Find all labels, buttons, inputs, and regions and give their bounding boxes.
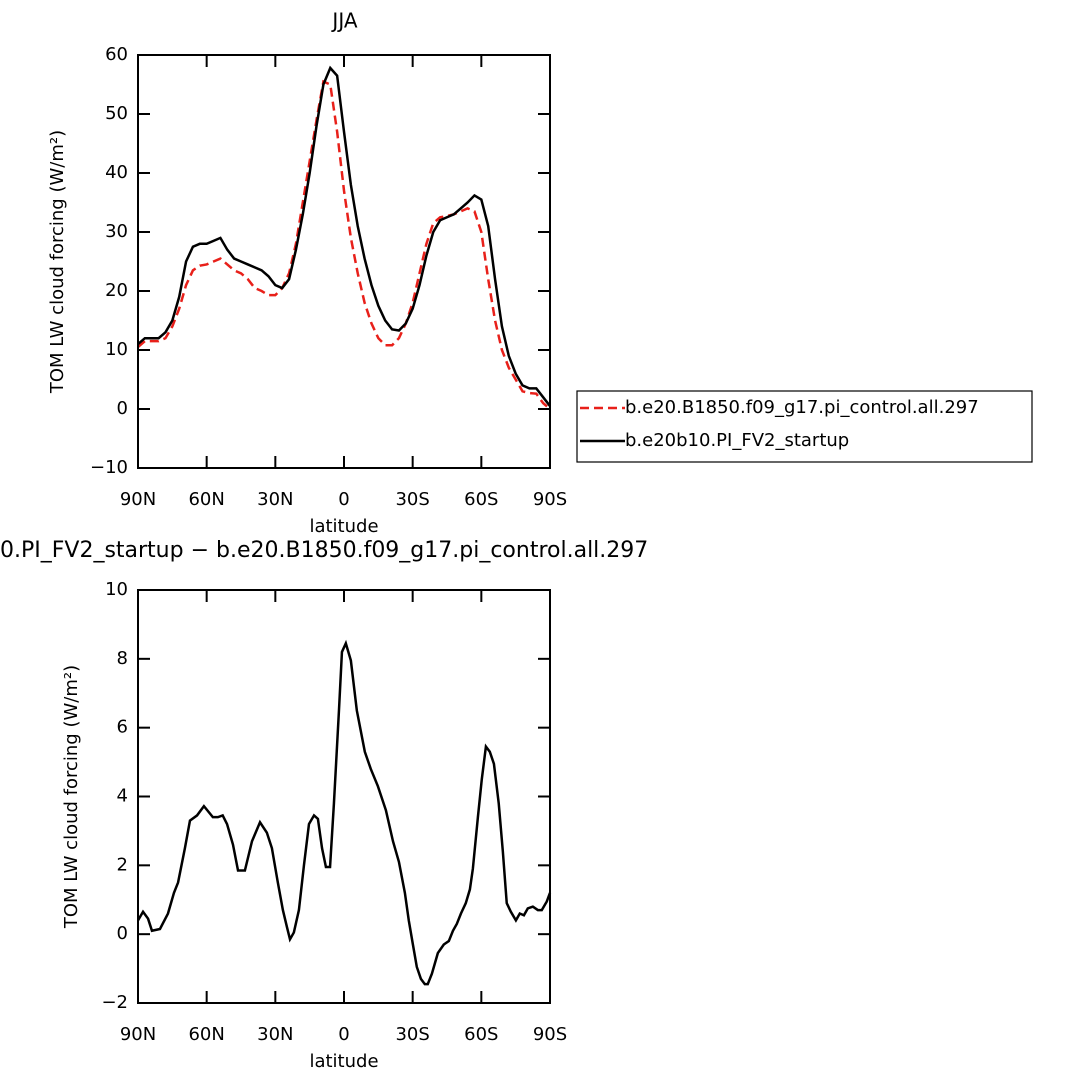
x-axis-label: latitude bbox=[309, 516, 378, 537]
x-tick-label: 90S bbox=[533, 489, 567, 510]
y-tick-label: 2 bbox=[117, 854, 128, 875]
x-tick-label: 60S bbox=[464, 489, 498, 510]
plot-frame bbox=[137, 589, 551, 1004]
data-line bbox=[137, 65, 551, 407]
x-tick-label: 60N bbox=[188, 1024, 224, 1045]
x-tick-label: 90S bbox=[533, 1024, 567, 1045]
x-tick-label: 90N bbox=[120, 489, 156, 510]
y-tick-label: 10 bbox=[105, 339, 128, 360]
y-tick-label: −2 bbox=[101, 992, 128, 1013]
x-tick-label: 60S bbox=[464, 1024, 498, 1045]
legend-box bbox=[576, 390, 1033, 463]
y-tick-label: 60 bbox=[105, 44, 128, 65]
x-tick-label: 0 bbox=[338, 1024, 349, 1045]
x-tick-label: 60N bbox=[188, 489, 224, 510]
x-tick-label: 30S bbox=[395, 1024, 429, 1045]
y-tick-label: 20 bbox=[105, 280, 128, 301]
y-tick-label: 30 bbox=[105, 221, 128, 242]
x-axis-label: latitude bbox=[309, 1051, 378, 1072]
data-line bbox=[137, 79, 551, 410]
y-tick-label: 50 bbox=[105, 103, 128, 124]
y-axis-label: TOM LW cloud forcing (W/m²) bbox=[61, 665, 82, 929]
y-tick-label: 40 bbox=[105, 162, 128, 183]
x-tick-label: 30N bbox=[257, 1024, 293, 1045]
chart-title: 0.PI_FV2_startup − b.e20.B1850.f09_g17.p… bbox=[0, 538, 648, 563]
y-tick-label: 10 bbox=[105, 579, 128, 600]
chart-title: JJA bbox=[330, 9, 357, 33]
x-tick-label: 90N bbox=[120, 1024, 156, 1045]
y-axis-label: TOM LW cloud forcing (W/m²) bbox=[47, 130, 68, 394]
data-line bbox=[136, 639, 552, 986]
y-tick-label: 0 bbox=[117, 398, 128, 419]
x-tick-label: 30N bbox=[257, 489, 293, 510]
y-tick-label: −10 bbox=[90, 457, 128, 478]
y-tick-label: 4 bbox=[117, 786, 128, 807]
legend-label: b.e20b10.PI_FV2_startup bbox=[625, 430, 849, 451]
x-tick-label: 0 bbox=[338, 489, 349, 510]
y-tick-label: 8 bbox=[117, 648, 128, 669]
plot-frame bbox=[137, 54, 551, 469]
y-tick-label: 6 bbox=[117, 717, 128, 738]
x-tick-label: 30S bbox=[395, 489, 429, 510]
y-tick-label: 0 bbox=[117, 923, 128, 944]
legend-label: b.e20.B1850.f09_g17.pi_control.all.297 bbox=[625, 397, 979, 418]
